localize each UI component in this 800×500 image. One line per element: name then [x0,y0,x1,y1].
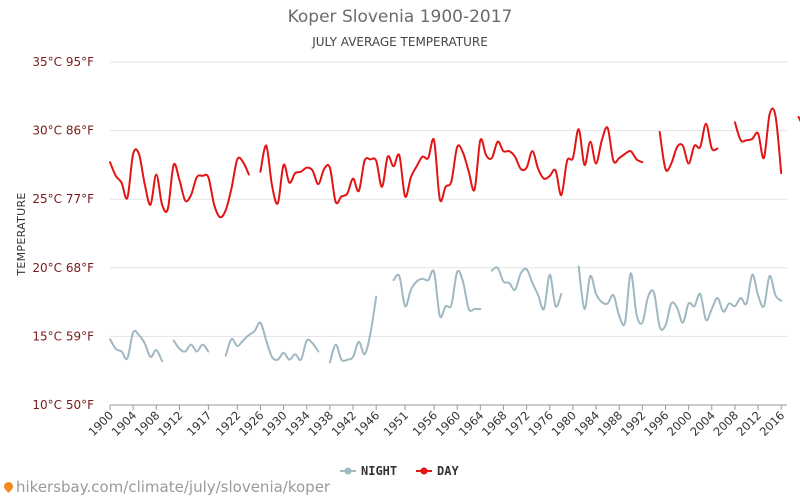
series-night-line [226,322,319,360]
series-night-line [330,297,376,363]
series-day [110,108,800,217]
source-url: hikersbay.com/climate/july/slovenia/kope… [16,478,330,496]
x-tick-label: 1992 [618,408,649,439]
grid-lines [110,62,787,405]
y-axis-ticks: 10°C 50°F 15°C 59°F 20°C 68°F 25°C 77°F 30°C… [32,55,94,412]
x-tick-label: 1930 [259,408,290,439]
x-tick-label: 1934 [282,408,313,439]
series-night-line [394,270,481,317]
x-tick-label: 1960 [433,408,464,439]
y-tick-label: 30°C 86°F [32,124,94,138]
x-tick-label: 1988 [595,408,626,439]
series-day-line [735,108,781,173]
legend-night-marker [345,468,352,475]
series-night [110,266,781,362]
location-pin-icon [2,480,15,493]
x-tick-label: 1946 [352,408,383,439]
x-tick-label: 2008 [710,408,741,439]
y-tick-label: 25°C 77°F [32,192,94,206]
x-tick-label: 1951 [381,408,412,439]
series-night-line [492,267,561,309]
series-night-line [579,266,782,329]
x-axis-ticks: 1900190419081912191719221926193019341938… [86,405,788,439]
x-tick-label: 1938 [305,408,336,439]
x-tick-label: 1900 [86,408,117,439]
y-tick-label: 10°C 50°F [32,398,94,412]
x-tick-label: 1996 [641,408,672,439]
x-tick-label: 1972 [502,408,533,439]
x-tick-label: 1926 [236,408,267,439]
legend-day-marker [421,468,428,475]
x-tick-label: 2012 [734,408,765,439]
x-tick-label: 1942 [329,408,360,439]
legend-item-night[interactable]: NIGHT [340,464,397,478]
x-tick-label: 1980 [548,408,579,439]
x-tick-label: 1922 [213,408,244,439]
x-tick-label: 1984 [572,408,603,439]
y-tick-label: 15°C 59°F [32,329,94,343]
x-tick-label: 2016 [757,408,788,439]
source-link[interactable]: hikersbay.com/climate/july/slovenia/kope… [4,478,330,496]
y-axis-label: TEMPERATURE [15,192,28,276]
data-series [110,108,800,362]
x-tick-label: 1908 [132,408,163,439]
x-tick-label: 1904 [109,408,140,439]
x-tick-label: 1912 [155,408,186,439]
series-night-line [110,331,162,361]
x-tick-label: 1976 [525,408,556,439]
x-tick-label: 1964 [456,408,487,439]
legend[interactable]: NIGHT DAY [340,464,459,478]
series-day-line [110,149,249,217]
y-tick-label: 20°C 68°F [32,261,94,275]
y-tick-label: 35°C 95°F [32,55,94,69]
x-tick-label: 1917 [184,408,215,439]
legend-item-day[interactable]: DAY [416,464,459,478]
series-night-line [174,341,209,352]
x-tick-label: 2004 [687,408,718,439]
x-tick-label: 1956 [410,408,441,439]
x-tick-label: 1968 [479,408,510,439]
series-day-line [260,127,642,204]
x-tick-label: 2000 [664,408,695,439]
legend-day-label: DAY [437,464,459,478]
legend-night-label: NIGHT [361,464,397,478]
